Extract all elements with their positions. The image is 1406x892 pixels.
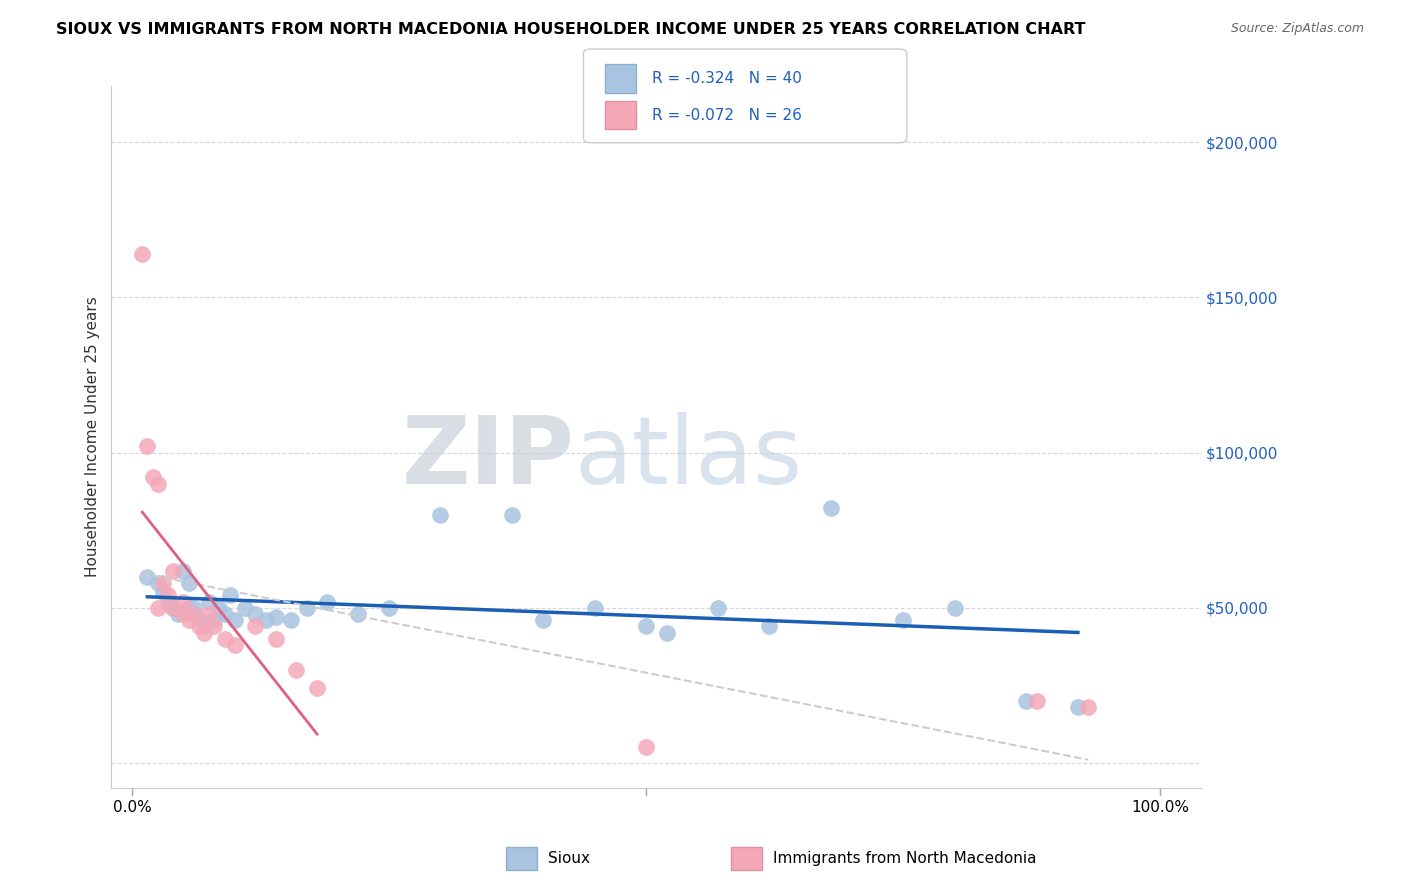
Point — [224, 638, 246, 652]
Text: R = -0.072   N = 26: R = -0.072 N = 26 — [652, 108, 803, 122]
Point — [1015, 694, 1038, 708]
Point — [208, 600, 231, 615]
Point — [162, 600, 184, 615]
Point — [820, 501, 842, 516]
Point — [214, 632, 236, 646]
Point — [136, 439, 159, 453]
Point — [501, 508, 523, 522]
Point — [198, 607, 221, 621]
Point — [636, 740, 658, 755]
Point — [146, 576, 169, 591]
Point — [187, 613, 209, 627]
Point — [233, 600, 256, 615]
Text: Source: ZipAtlas.com: Source: ZipAtlas.com — [1230, 22, 1364, 36]
Point — [1025, 694, 1047, 708]
Point — [202, 613, 225, 627]
Point — [146, 476, 169, 491]
Point — [183, 607, 205, 621]
Point — [214, 607, 236, 621]
Point — [146, 600, 169, 615]
Point — [183, 600, 205, 615]
Point — [167, 607, 190, 621]
Text: SIOUX VS IMMIGRANTS FROM NORTH MACEDONIA HOUSEHOLDER INCOME UNDER 25 YEARS CORRE: SIOUX VS IMMIGRANTS FROM NORTH MACEDONIA… — [56, 22, 1085, 37]
Point — [891, 613, 914, 627]
Text: atlas: atlas — [575, 412, 803, 504]
Point — [429, 508, 451, 522]
Point — [378, 600, 401, 615]
Point — [172, 607, 194, 621]
Point — [156, 588, 179, 602]
Point — [655, 625, 678, 640]
Point — [131, 247, 153, 261]
Point — [636, 619, 658, 633]
Point — [254, 613, 277, 627]
Point — [583, 600, 606, 615]
Point — [198, 594, 221, 608]
Point — [162, 564, 184, 578]
Point — [202, 619, 225, 633]
Y-axis label: Householder Income Under 25 years: Householder Income Under 25 years — [86, 297, 100, 577]
Point — [707, 600, 730, 615]
Point — [177, 613, 200, 627]
Point — [264, 632, 287, 646]
Text: ZIP: ZIP — [402, 412, 575, 504]
Text: R = -0.324   N = 40: R = -0.324 N = 40 — [652, 71, 803, 86]
Text: Sioux: Sioux — [548, 851, 591, 866]
Point — [1077, 700, 1099, 714]
Point — [264, 610, 287, 624]
Point — [193, 619, 215, 633]
Point — [347, 607, 370, 621]
Point — [943, 600, 966, 615]
Point — [172, 594, 194, 608]
Point — [218, 588, 240, 602]
Point — [187, 619, 209, 633]
Point — [245, 607, 267, 621]
Point — [1067, 700, 1090, 714]
Point — [316, 594, 339, 608]
Point — [224, 613, 246, 627]
Point — [136, 570, 159, 584]
Point — [295, 600, 318, 615]
Point — [152, 585, 174, 599]
Point — [177, 600, 200, 615]
Point — [152, 576, 174, 591]
Point — [245, 619, 267, 633]
Point — [177, 576, 200, 591]
Point — [172, 564, 194, 578]
Point — [162, 600, 184, 615]
Text: Immigrants from North Macedonia: Immigrants from North Macedonia — [773, 851, 1036, 866]
Point — [193, 625, 215, 640]
Point — [141, 470, 163, 484]
Point — [305, 681, 328, 696]
Point — [285, 663, 308, 677]
Point — [280, 613, 302, 627]
Point — [156, 594, 179, 608]
Point — [531, 613, 554, 627]
Point — [758, 619, 780, 633]
